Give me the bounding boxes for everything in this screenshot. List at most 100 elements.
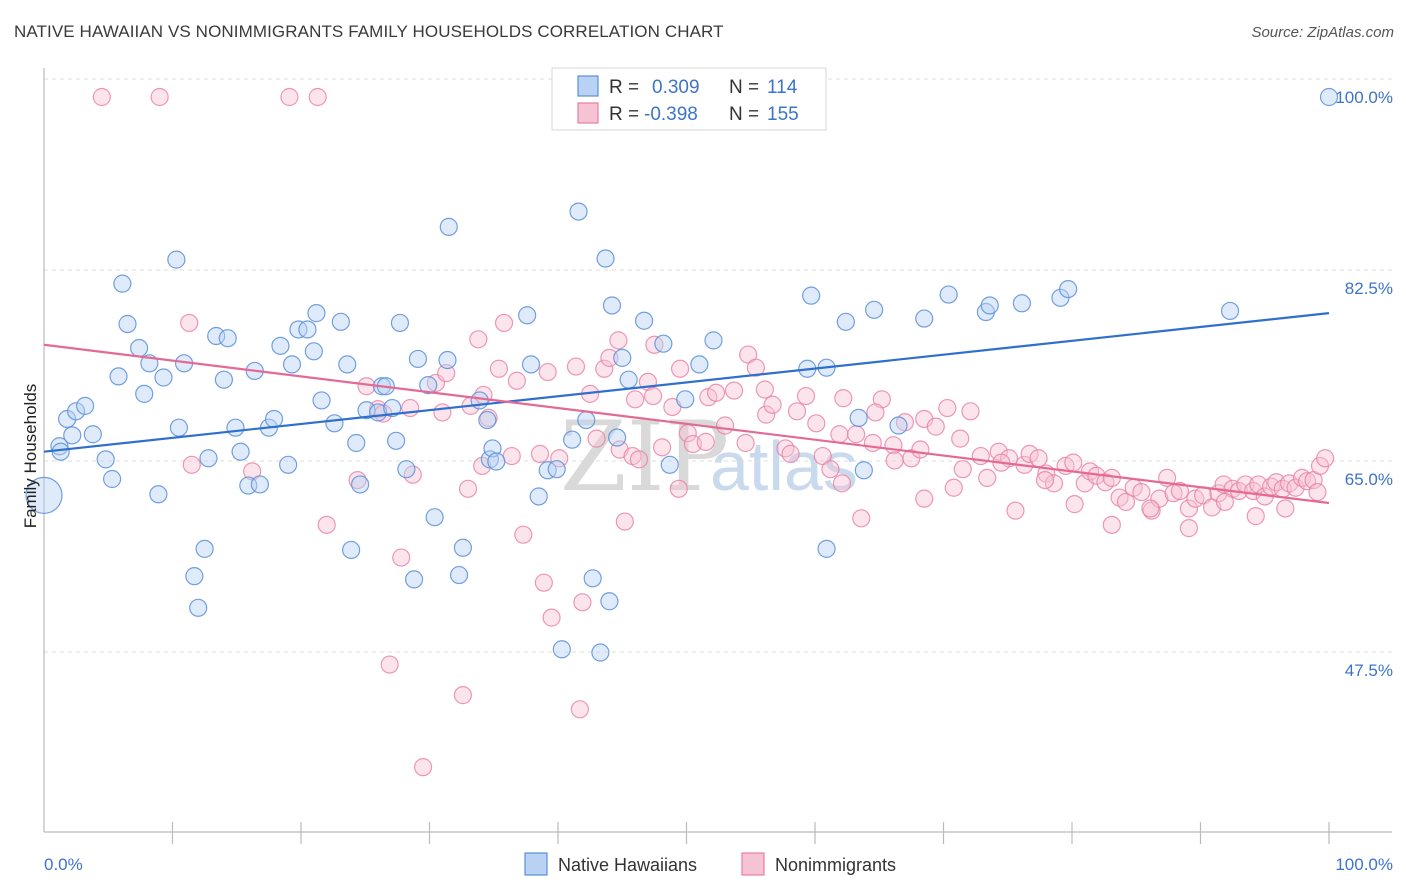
nonimmigrants-point bbox=[150, 87, 169, 107]
native-hawaiians-point bbox=[854, 461, 873, 480]
nonimmigrants-point bbox=[643, 386, 663, 406]
nonimmigrants-point bbox=[796, 386, 816, 406]
native-hawaiians-point bbox=[563, 430, 582, 449]
native-hawaiians-point bbox=[149, 485, 168, 504]
nonimmigrants-point bbox=[821, 460, 840, 479]
native-hawaiians-point bbox=[169, 418, 189, 437]
native-hawaiians-point bbox=[347, 433, 366, 453]
native-hawaiians-point bbox=[438, 350, 457, 370]
nonimmigrants-point bbox=[852, 509, 871, 528]
native-hawaiians-point bbox=[113, 274, 132, 293]
x-ticks bbox=[171, 822, 1330, 844]
native-hawaiians-point bbox=[51, 442, 70, 461]
nonimmigrants-point bbox=[951, 429, 970, 448]
nonimmigrants-point bbox=[911, 440, 930, 459]
native-hawaiians-point bbox=[351, 475, 370, 494]
native-hawaiians-point bbox=[408, 349, 428, 369]
native-hawaiians-point bbox=[619, 370, 638, 389]
nonimmigrants-point bbox=[401, 398, 420, 418]
nonimmigrants-point bbox=[885, 451, 904, 470]
chart-title: NATIVE HAWAIIAN VS NONIMMIGRANTS FAMILY … bbox=[14, 22, 724, 41]
nonimmigrants-point bbox=[433, 403, 452, 422]
native-hawaiians-point bbox=[25, 476, 63, 514]
native-hawaiians-point bbox=[569, 202, 588, 221]
nonimmigrants-point bbox=[1064, 453, 1083, 472]
native-hawaiians-point bbox=[552, 640, 571, 659]
native-hawaiians-point bbox=[915, 309, 934, 328]
nonimmigrants-point bbox=[938, 398, 957, 418]
legend-n-value-2: 155 bbox=[767, 104, 799, 125]
nonimmigrants-point bbox=[763, 395, 782, 414]
native-hawaiians-point bbox=[154, 368, 173, 387]
nonimmigrants-point bbox=[1246, 507, 1265, 526]
native-hawaiians-point bbox=[76, 396, 95, 415]
nonimmigrants-point bbox=[280, 87, 299, 107]
native-hawaiians-point bbox=[521, 355, 541, 374]
native-hawaiians-point bbox=[118, 314, 137, 334]
native-hawaiians-point bbox=[129, 338, 149, 358]
native-hawaiians-point bbox=[397, 460, 416, 479]
native-hawaiians-point bbox=[676, 390, 695, 409]
nonimmigrants-point bbox=[1179, 499, 1199, 518]
native-hawaiians-point bbox=[63, 426, 82, 445]
nonimmigrants-point bbox=[872, 390, 891, 409]
native-hawaiians-point bbox=[325, 414, 344, 433]
nonimmigrants-point bbox=[615, 512, 634, 531]
nonimmigrants-point bbox=[832, 474, 852, 493]
nonimmigrants-point bbox=[600, 348, 619, 367]
nonimmigrants-point bbox=[494, 313, 514, 333]
nonimmigrants-point bbox=[978, 468, 997, 488]
nonimmigrants-point bbox=[1132, 482, 1151, 502]
native-hawaiians-point bbox=[279, 455, 298, 474]
nonimmigrants-point bbox=[1006, 501, 1025, 520]
nonimmigrants-point bbox=[530, 444, 550, 463]
native-hawaiians-point bbox=[596, 249, 615, 268]
nonimmigrants-point bbox=[1215, 492, 1235, 512]
native-hawaiians-point bbox=[298, 320, 317, 339]
nonimmigrants-point bbox=[989, 442, 1008, 461]
nonimmigrants-point bbox=[755, 380, 774, 399]
native-hawaiians-point bbox=[865, 300, 884, 319]
nonimmigrants-point bbox=[458, 479, 478, 498]
nonimmigrants-point bbox=[317, 515, 336, 534]
native-hawaiians-point bbox=[195, 539, 214, 558]
nonimmigrants-point bbox=[413, 758, 433, 777]
native-hawaiians-point bbox=[817, 539, 836, 558]
native-hawaiians-point bbox=[214, 370, 233, 389]
nonimmigrants-point bbox=[550, 449, 569, 468]
native-hawaiians-point bbox=[83, 425, 102, 444]
native-hawaiians-point bbox=[425, 508, 444, 527]
native-hawaiians-point bbox=[419, 376, 438, 395]
native-hawaiians-point bbox=[449, 565, 469, 585]
nonimmigrants-point bbox=[534, 573, 553, 592]
nonimmigrants-point bbox=[781, 444, 800, 463]
nonimmigrants-point bbox=[573, 593, 592, 612]
y-tick-labels: 100.0% 82.5% 65.0% 47.5% bbox=[1335, 88, 1393, 680]
native-hawaiians-point bbox=[690, 355, 709, 374]
nonimmigrants-point bbox=[1141, 499, 1160, 518]
legend-r-value-2: -0.398 bbox=[644, 104, 698, 125]
y-tick-label: 65.0% bbox=[1345, 470, 1393, 489]
native-hawaiians-point bbox=[271, 336, 290, 355]
native-hawaiians-point bbox=[404, 570, 424, 589]
native-hawaiians-point bbox=[218, 329, 237, 348]
native-hawaiians-point bbox=[600, 592, 619, 611]
trend-lines bbox=[43, 312, 1330, 505]
nonimmigrants-point bbox=[595, 359, 614, 378]
native-hawaiians-point bbox=[849, 408, 868, 427]
nonimmigrants-point bbox=[847, 425, 866, 444]
nonimmigrants-point bbox=[670, 359, 690, 378]
bottom-legend-label-2: Nonimmigrants bbox=[775, 855, 896, 875]
native-hawaiians-point bbox=[583, 569, 602, 588]
native-hawaiians-point bbox=[1319, 87, 1339, 107]
nonimmigrants-point bbox=[1179, 519, 1199, 538]
nonimmigrants-point bbox=[1286, 478, 1305, 497]
nonimmigrants-point bbox=[834, 389, 853, 408]
nonimmigrants-point bbox=[807, 414, 826, 433]
native-hawaiians-point bbox=[518, 306, 537, 325]
nonimmigrants-point bbox=[570, 700, 589, 719]
nonimmigrants-point bbox=[944, 478, 963, 497]
native-hawaiians-point bbox=[1012, 294, 1031, 313]
native-hawaiians-points bbox=[25, 87, 1339, 662]
native-hawaiians-point bbox=[226, 418, 245, 437]
